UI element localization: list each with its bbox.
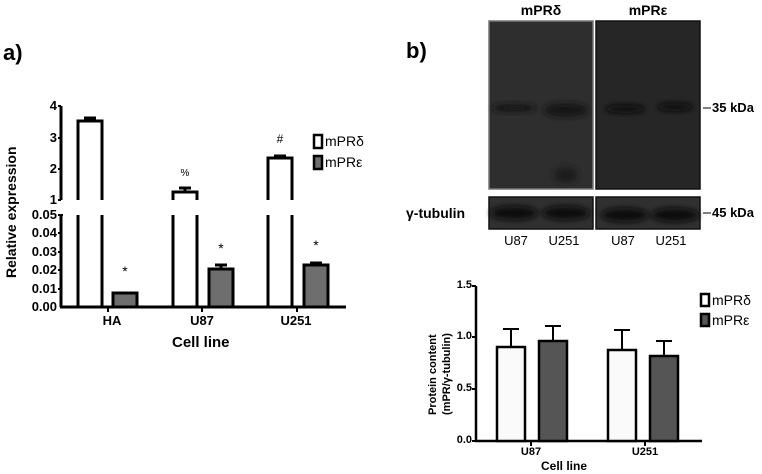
tick-0.00: 0.00	[31, 299, 57, 314]
xtick-u87: U87	[190, 313, 214, 328]
panel-a-chart	[58, 105, 346, 312]
mark-u251-eps: *	[313, 237, 319, 253]
xtick-b-u87: U87	[520, 446, 542, 458]
tick-0.05: 0.05	[31, 207, 57, 222]
xtick-ha: HA	[102, 313, 122, 328]
marker-45kda: 45 kDa	[712, 205, 754, 220]
tick-1: 1	[49, 192, 57, 207]
legend-b-delta: mPRδ	[712, 292, 751, 308]
panel-a-xlabel: Cell line	[172, 334, 230, 351]
panel-b-ylabel-2: (mPR/γ-tubulin)	[441, 333, 453, 415]
lane-2: U251	[548, 233, 580, 248]
legend-a-delta: mPRδ	[325, 133, 364, 149]
western-blot	[488, 20, 711, 230]
tick-2: 2	[49, 161, 57, 176]
xtick-u251: U251	[280, 313, 312, 328]
blot-title-eps: mPRε	[628, 2, 668, 18]
panel-b-xlabel: Cell line	[541, 459, 588, 473]
tick-b-0.5: 0.5	[456, 382, 472, 394]
tick-0.01: 0.01	[31, 281, 57, 296]
mark-u87-delta: %	[180, 168, 190, 179]
xtick-b-u251: U251	[631, 446, 659, 458]
loading-control-label: γ-tubulin	[406, 205, 466, 221]
mark-u87-eps: *	[218, 240, 224, 256]
lane-4: U251	[655, 233, 687, 248]
legend-a-eps: mPRε	[325, 154, 363, 170]
tick-3: 3	[49, 130, 57, 145]
blot-title-delta: mPRδ	[520, 2, 562, 18]
lane-3: U87	[611, 233, 635, 248]
mark-ha-eps: *	[122, 263, 128, 279]
tick-b-1.0: 1.0	[456, 330, 472, 342]
tick-4: 4	[49, 98, 57, 113]
tick-0.03: 0.03	[31, 244, 57, 259]
mark-u251-delta: #	[276, 132, 284, 146]
panel-b-label: b)	[406, 38, 427, 63]
tick-b-1.5: 1.5	[456, 279, 472, 291]
lane-1: U87	[504, 233, 528, 248]
legend-b-eps: mPRε	[712, 312, 750, 328]
panel-b-ylabel-1: Protein content	[427, 334, 439, 415]
panel-a-label: a)	[3, 40, 23, 65]
tick-0.04: 0.04	[31, 225, 57, 240]
tick-0.02: 0.02	[31, 262, 57, 277]
tick-b-0.0: 0.0	[456, 434, 472, 446]
marker-35kda: 35 kDa	[712, 100, 754, 115]
